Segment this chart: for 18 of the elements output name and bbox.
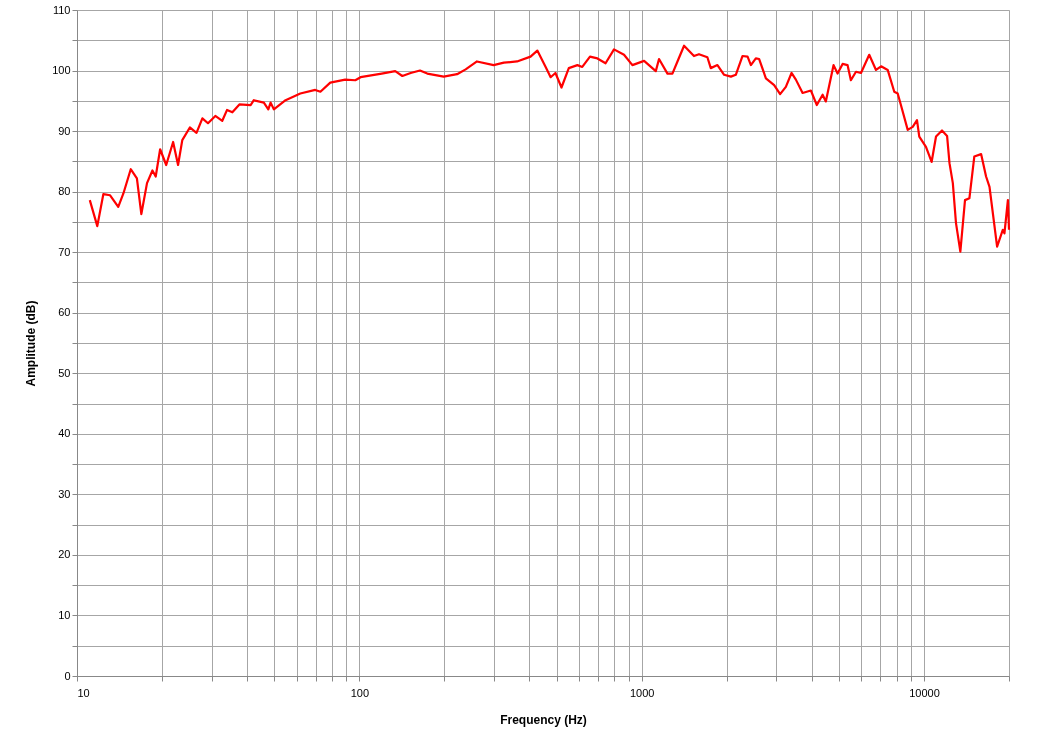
y-tick-label: 30 <box>58 487 71 500</box>
x-tick-label: 1000 <box>629 686 655 699</box>
y-tick-label: 60 <box>58 306 71 319</box>
y-tick-label: 110 <box>52 3 71 16</box>
y-tick-label: 0 <box>64 669 71 682</box>
y-axis-title: Amplitude (dB) <box>24 300 39 387</box>
x-tick-label: 10000 <box>909 686 940 699</box>
x-tick-label: 100 <box>350 686 370 699</box>
y-tick-label: 100 <box>52 64 71 77</box>
y-tick-label: 20 <box>58 548 71 561</box>
y-tick-label: 50 <box>58 366 71 379</box>
x-tick-label: 10 <box>77 686 90 699</box>
y-tick-label: 90 <box>58 124 71 137</box>
y-tick-label: 80 <box>58 185 71 198</box>
y-tick-label: 40 <box>58 427 71 440</box>
y-tick-label: 10 <box>58 608 71 621</box>
y-tick-label: 70 <box>58 245 71 258</box>
x-axis-title: Frequency (Hz) <box>500 712 587 727</box>
